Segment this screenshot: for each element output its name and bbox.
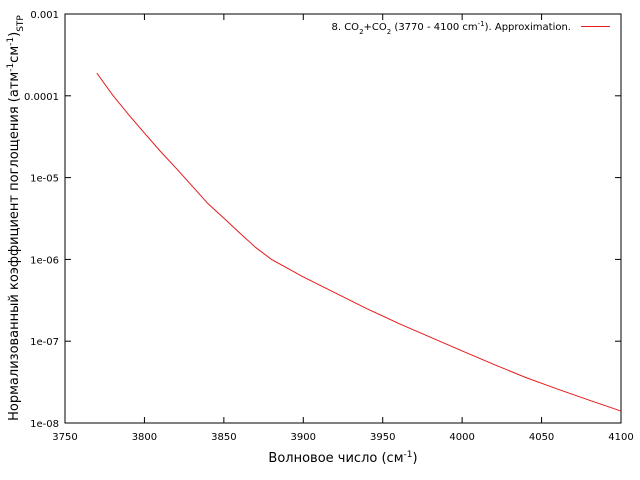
legend-label: 8. CO2+CO2 (3770 - 4100 cm-1). Approxima…	[331, 20, 571, 36]
y-tick-label: 0.001	[30, 10, 59, 21]
y-tick-label: 0.0001	[24, 92, 59, 103]
x-tick-label: 3750	[52, 432, 77, 443]
x-tick-label: 4100	[608, 432, 633, 443]
x-tick-label: 3800	[132, 432, 157, 443]
x-tick-label: 4000	[449, 432, 474, 443]
y-axis-ticks: 1e-08 1e-07 1e-06 1e-05 0.0001 0.001	[24, 10, 621, 430]
y-tick-label: 1e-08	[30, 419, 59, 430]
y-tick-label: 1e-07	[30, 337, 59, 348]
x-tick-label: 3950	[370, 432, 395, 443]
x-axis-title: Волновое число (см-1)	[268, 450, 417, 466]
y-tick-label: 1e-06	[30, 255, 59, 266]
x-tick-label: 4050	[529, 432, 554, 443]
x-axis-ticks: 3750 3800 3850 3900 3950 4000 4050 4100	[52, 14, 634, 443]
x-tick-label: 3850	[211, 432, 236, 443]
plot-frame	[64, 13, 622, 424]
y-tick-label: 1e-05	[30, 174, 59, 185]
series-line	[96, 72, 622, 412]
y-axis-title: Нормализованный коэффициент поглощения (…	[6, 15, 26, 421]
x-tick-label: 3900	[291, 432, 316, 443]
